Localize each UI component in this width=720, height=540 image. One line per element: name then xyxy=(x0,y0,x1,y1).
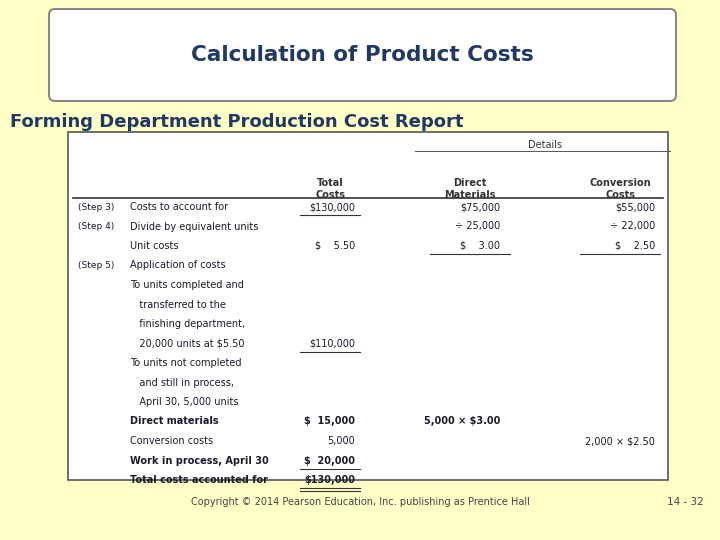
Text: 5,000: 5,000 xyxy=(328,436,355,446)
Text: finishing department,: finishing department, xyxy=(130,319,245,329)
Text: $  15,000: $ 15,000 xyxy=(304,416,355,427)
Text: and still in process,: and still in process, xyxy=(130,377,234,388)
Text: 2,000 × $2.50: 2,000 × $2.50 xyxy=(585,436,655,446)
Text: $110,000: $110,000 xyxy=(309,339,355,348)
Text: Conversion costs: Conversion costs xyxy=(130,436,213,446)
Text: Application of costs: Application of costs xyxy=(130,260,225,271)
Text: 14 - 32: 14 - 32 xyxy=(667,497,703,507)
Text: $130,000: $130,000 xyxy=(309,202,355,212)
Text: To units completed and: To units completed and xyxy=(130,280,244,290)
Text: Forming Department Production Cost Report: Forming Department Production Cost Repor… xyxy=(10,113,464,131)
Text: $130,000: $130,000 xyxy=(304,475,355,485)
Text: Direct materials: Direct materials xyxy=(130,416,219,427)
Text: 5,000 × $3.00: 5,000 × $3.00 xyxy=(423,416,500,427)
Text: Calculation of Product Costs: Calculation of Product Costs xyxy=(191,45,534,65)
Text: Conversion
Costs: Conversion Costs xyxy=(589,178,651,200)
Text: transferred to the: transferred to the xyxy=(130,300,226,309)
Text: $55,000: $55,000 xyxy=(615,202,655,212)
Text: $75,000: $75,000 xyxy=(460,202,500,212)
FancyBboxPatch shape xyxy=(68,132,668,480)
Text: To units not completed: To units not completed xyxy=(130,358,241,368)
Text: Direct
Materials: Direct Materials xyxy=(444,178,496,200)
Text: ÷ 25,000: ÷ 25,000 xyxy=(455,221,500,232)
Text: 20,000 units at $5.50: 20,000 units at $5.50 xyxy=(130,339,245,348)
Text: April 30, 5,000 units: April 30, 5,000 units xyxy=(130,397,238,407)
Text: $  20,000: $ 20,000 xyxy=(304,456,355,465)
Text: Unit costs: Unit costs xyxy=(130,241,179,251)
Text: Work in process, April 30: Work in process, April 30 xyxy=(130,456,269,465)
Text: Details: Details xyxy=(528,140,562,150)
Text: (Step 5): (Step 5) xyxy=(78,261,114,270)
Text: Total
Costs: Total Costs xyxy=(315,178,345,200)
Text: ÷ 22,000: ÷ 22,000 xyxy=(610,221,655,232)
Text: Divide by equivalent units: Divide by equivalent units xyxy=(130,221,258,232)
Text: (Step 3): (Step 3) xyxy=(78,202,114,212)
Text: Total costs accounted for: Total costs accounted for xyxy=(130,475,268,485)
Text: $    2.50: $ 2.50 xyxy=(615,241,655,251)
Text: (Step 4): (Step 4) xyxy=(78,222,114,231)
Text: Copyright © 2014 Pearson Education, Inc. publishing as Prentice Hall: Copyright © 2014 Pearson Education, Inc.… xyxy=(191,497,529,507)
Text: $    5.50: $ 5.50 xyxy=(315,241,355,251)
Text: Costs to account for: Costs to account for xyxy=(130,202,228,212)
Text: $    3.00: $ 3.00 xyxy=(460,241,500,251)
FancyBboxPatch shape xyxy=(49,9,676,101)
